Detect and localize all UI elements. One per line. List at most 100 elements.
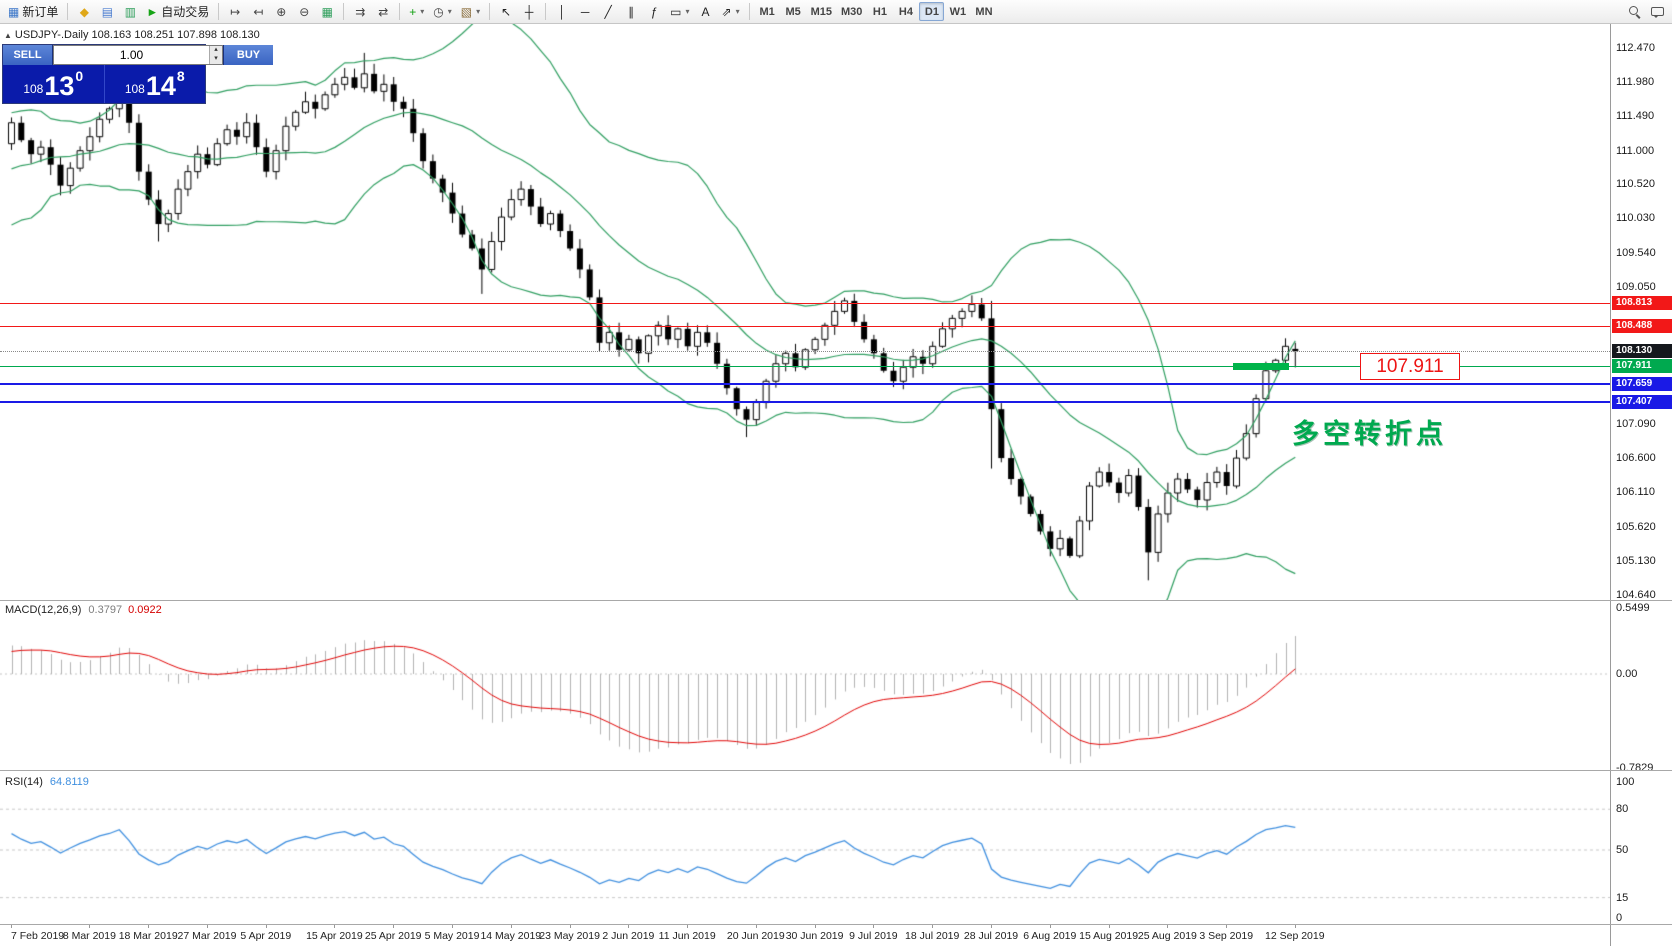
date-label: 6 Aug 2019 — [1023, 930, 1077, 942]
bid-prefix: 108 — [23, 82, 44, 96]
tile-windows-button[interactable]: ▦ — [316, 1, 338, 22]
macd-main-value: 0.3797 — [88, 604, 123, 616]
date-label: 15 Aug 2019 — [1079, 930, 1139, 942]
pivot-line[interactable] — [0, 365, 1610, 367]
timeframe-M1-button[interactable]: M1 — [759, 5, 775, 18]
date-label: 11 Jun 2019 — [658, 930, 716, 942]
volume-input[interactable] — [54, 46, 209, 64]
indicators-button[interactable]: + ▾ — [405, 1, 428, 22]
current-price-line — [0, 351, 1610, 353]
periods-button[interactable]: ◷ ▾ — [429, 1, 456, 22]
rsi-indicator-canvas[interactable] — [0, 772, 1610, 924]
arrow-objects-icon: ⇗ — [721, 4, 732, 19]
vertical-line-icon: │ — [558, 4, 566, 19]
macd-indicator-canvas[interactable] — [0, 600, 1610, 770]
chart-annotation-text[interactable]: 多空转折点 — [1292, 419, 1447, 450]
date-label: 9 Jul 2019 — [849, 930, 898, 942]
pivot-highlight-segment[interactable] — [1233, 362, 1289, 370]
price-callout-box[interactable]: 107.911 — [1360, 353, 1460, 380]
price-chart-canvas[interactable] — [0, 24, 1610, 600]
autotrading-button[interactable]: ► 自动交易 — [142, 1, 213, 22]
date-label: 8 Mar 2019 — [62, 930, 116, 942]
cursor-button[interactable]: ↖ — [495, 1, 517, 22]
market-watch-icon-icon: ▤ — [101, 4, 114, 19]
auto-scroll-icon: ⇉ — [355, 4, 366, 19]
date-label: 23 May 2019 — [539, 930, 600, 942]
timeframe-M5-button[interactable]: M5 — [785, 5, 801, 18]
rsi-label: RSI(14) 64.8119 — [5, 776, 89, 788]
volume-up-button[interactable]: ▴ — [210, 46, 222, 55]
time-axis-tick — [628, 924, 630, 928]
chart-shift-button[interactable]: ⇄ — [372, 1, 394, 22]
shapes-icon: ▭ — [670, 4, 682, 19]
search-button[interactable] — [1623, 1, 1645, 22]
date-label: 27 Mar 2019 — [177, 930, 237, 942]
bid-price-display[interactable]: 108 13 0 — [3, 65, 104, 103]
trendline-button[interactable]: ╱ — [597, 1, 619, 22]
scroll-to-end-button[interactable]: ↦ — [224, 1, 246, 22]
sell-button[interactable]: SELL — [3, 45, 53, 65]
vertical-line-button[interactable]: │ — [551, 1, 573, 22]
price-axis[interactable]: 112.470 111.980 111.490 111.000 110.520 110.0… — [1610, 24, 1672, 946]
rsi-value: 64.8119 — [49, 776, 89, 788]
time-axis-tick — [1167, 924, 1169, 928]
axis-price-label: 50 — [1616, 844, 1629, 856]
jump-back-button[interactable]: ↤ — [247, 1, 269, 22]
chevron-down-icon: ▾ — [476, 7, 481, 16]
periods-icon: ◷ — [433, 4, 444, 19]
terminal-panel-icon-button[interactable]: ▥ — [119, 1, 141, 22]
buy-button[interactable]: BUY — [223, 45, 273, 65]
community-button[interactable] — [1646, 1, 1668, 22]
autotrading-button-label: 自动交易 — [161, 5, 210, 19]
timeframe-MN-button[interactable]: MN — [975, 5, 993, 18]
axis-price-label: -0.7829 — [1616, 761, 1654, 774]
ask-price-display[interactable]: 108 14 8 — [105, 65, 206, 103]
timeframe-H1-button[interactable]: H1 — [872, 5, 887, 18]
new-order-button[interactable]: ▦ 新订单 — [4, 1, 62, 22]
trendline-icon: ╱ — [604, 4, 612, 19]
crosshair-button[interactable]: ┼ — [518, 1, 540, 22]
horizontal-line-button[interactable]: ─ — [574, 1, 596, 22]
timeframe-D1-button[interactable]: D1 — [919, 2, 945, 21]
ask-big-digits: 14 — [145, 71, 176, 101]
autotrading-icon: ► — [146, 4, 159, 19]
axis-price-label: 110.030 — [1616, 212, 1655, 225]
zoom-in-button[interactable]: ⊕ — [270, 1, 292, 22]
fibonacci-button[interactable]: ƒ — [643, 1, 665, 22]
resistance-line-1[interactable] — [0, 302, 1610, 304]
zoom-in-icon: ⊕ — [276, 4, 287, 19]
time-axis-tick — [1049, 924, 1051, 928]
timeframe-W1-button[interactable]: W1 — [949, 5, 967, 18]
axis-price-label: 107.090 — [1616, 417, 1656, 430]
price-badge: 107.659 — [1612, 377, 1672, 392]
time-axis-tick — [1226, 924, 1228, 928]
axis-price-label: 105.620 — [1616, 520, 1656, 533]
symbol-marker-icon: ▲ — [4, 31, 12, 40]
shapes-button[interactable]: ▭ ▾ — [666, 1, 693, 22]
one-click-trade-panel: SELL ▴ ▾ BUY 108 13 0 108 14 8 — [2, 44, 273, 104]
resistance-line-2[interactable] — [0, 325, 1610, 327]
timeframe-H4-button[interactable]: H4 — [898, 5, 913, 18]
templates-button[interactable]: ▧ ▾ — [457, 1, 484, 22]
text-button[interactable]: A — [695, 1, 717, 22]
toolbar-separator — [545, 3, 547, 20]
metaeditor-icon-button[interactable]: ◆ — [73, 1, 95, 22]
auto-scroll-button[interactable]: ⇉ — [349, 1, 371, 22]
time-axis-tick — [1108, 924, 1110, 928]
channel-icon: ∥ — [628, 4, 635, 19]
date-label: 5 Apr 2019 — [240, 930, 292, 942]
timeframe-M15-button[interactable]: M15 — [810, 5, 832, 18]
market-watch-icon-button[interactable]: ▤ — [96, 1, 118, 22]
time-axis[interactable]: 7 Feb 2019 8 Mar 2019 18 Mar 2019 27 Mar 20… — [0, 924, 1610, 946]
support-line-2[interactable] — [0, 400, 1610, 403]
zoom-out-button[interactable]: ⊖ — [293, 1, 315, 22]
date-label: 5 May 2019 — [424, 930, 480, 942]
zoom-out-icon: ⊖ — [299, 4, 310, 19]
arrow-objects-button[interactable]: ⇗ ▾ — [718, 1, 744, 22]
toolbar-separator — [218, 3, 220, 20]
support-line-1[interactable] — [0, 383, 1610, 386]
channel-button[interactable]: ∥ — [620, 1, 642, 22]
volume-down-button[interactable]: ▾ — [210, 55, 222, 64]
timeframe-M30-button[interactable]: M30 — [841, 5, 863, 18]
